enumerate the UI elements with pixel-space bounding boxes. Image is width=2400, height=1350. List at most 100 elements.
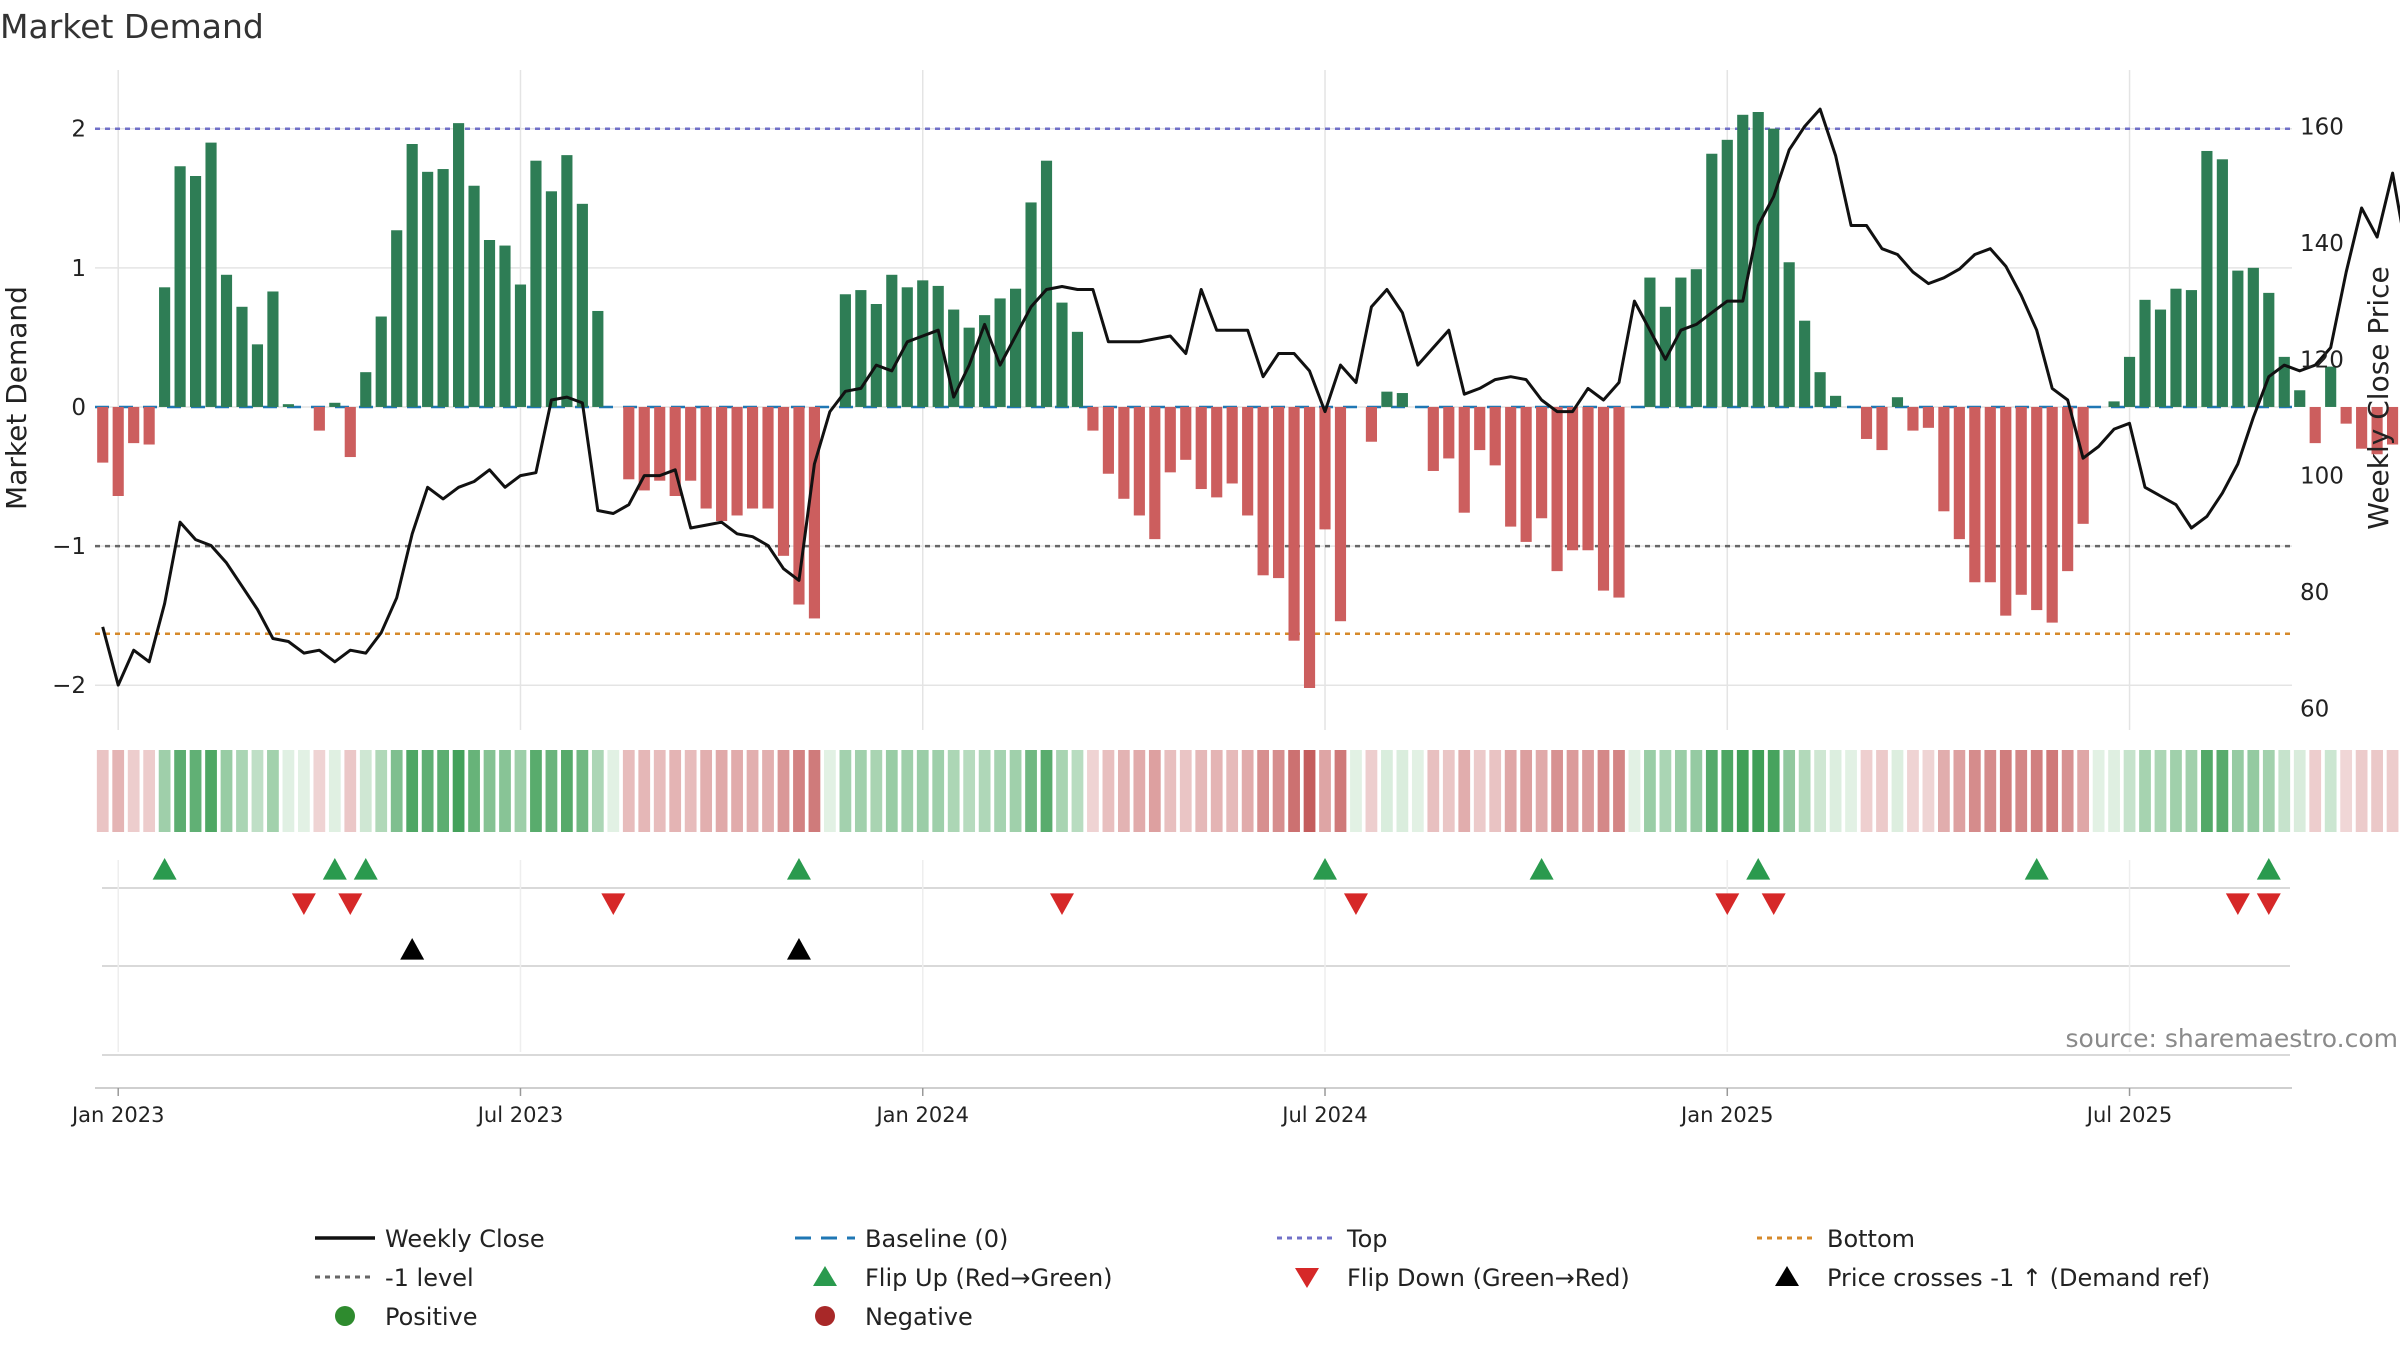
negative-demand-bar: [716, 406, 728, 522]
price-cross-marker: [400, 938, 425, 960]
left-tick-label: 2: [71, 117, 86, 143]
heat-strip-cell: [282, 750, 295, 832]
positive-demand-bar: [1381, 391, 1393, 407]
flip-down-marker: [1715, 893, 1740, 915]
positive-demand-bar: [2325, 366, 2337, 407]
heat-strip-cell: [452, 750, 465, 832]
legend-label: Top: [1346, 1225, 1388, 1253]
positive-demand-bar: [855, 290, 867, 407]
positive-demand-bar: [994, 298, 1006, 407]
heat-strip-cell: [1798, 750, 1811, 832]
negative-demand-bar: [1087, 406, 1099, 431]
weekly-close-line: [101, 107, 2400, 687]
negative-demand-bar: [1303, 406, 1316, 688]
positive-demand-bar: [2154, 309, 2167, 407]
flip-up-marker: [353, 858, 378, 880]
positive-demand-bar: [282, 404, 294, 407]
negative-demand-bar: [746, 406, 759, 509]
legend-item: Flip Up (Red→Green): [813, 1264, 1113, 1292]
positive-demand-bar: [2232, 270, 2244, 407]
heat-strip-cell: [545, 750, 558, 832]
heat-strip-cell: [1210, 750, 1223, 832]
positive-demand-bar: [979, 315, 991, 407]
legend-triangle-up-icon: [1775, 1266, 1799, 1286]
positive-demand-bar: [360, 372, 372, 407]
legend-label: Baseline (0): [865, 1225, 1008, 1253]
heat-strip-cell: [1489, 750, 1502, 832]
heat-strip-cell: [1783, 750, 1796, 832]
heat-strip-cell: [1551, 750, 1563, 832]
positive-demand-bar: [2170, 288, 2182, 407]
heat-strip-cell: [2216, 750, 2229, 832]
heat-strip-cell: [2139, 750, 2151, 832]
positive-demand-bar: [483, 240, 496, 407]
heat-strip-cell: [653, 750, 666, 832]
legend-triangle-up-icon: [813, 1266, 837, 1286]
flip-down-marker: [2225, 893, 2250, 915]
positive-demand-bar: [932, 285, 944, 407]
negative-demand-bar: [1427, 406, 1439, 471]
flip-up-marker: [2256, 858, 2281, 880]
negative-demand-bar: [1582, 406, 1594, 551]
heat-strip-cell: [1195, 750, 1208, 832]
positive-demand-bar: [251, 344, 264, 407]
heat-strip-cell: [313, 750, 326, 832]
left-axis-ticks: 2 1 0 −1 −2: [52, 117, 86, 700]
heat-strip-cell: [2340, 750, 2353, 832]
positive-demand-bar: [406, 144, 418, 407]
positive-demand-bar: [592, 310, 604, 407]
negative-demand-bar: [1211, 406, 1223, 498]
negative-demand-bar: [808, 406, 821, 619]
heat-strip-cell: [916, 750, 929, 832]
negative-demand-bar: [1443, 406, 1455, 459]
heat-strip-cell: [530, 750, 542, 832]
heat-strip-cell: [1520, 750, 1533, 832]
heat-strip-cell: [2092, 750, 2105, 832]
heat-strip-cell: [2201, 750, 2213, 832]
heat-strip-cell: [406, 750, 419, 832]
chart-title: Market Demand: [0, 7, 264, 46]
heat-strip-cell: [1148, 750, 1161, 832]
negative-demand-bar: [1489, 406, 1501, 466]
negative-demand-bar: [1938, 406, 1950, 512]
heat-strip-cell: [1272, 750, 1285, 832]
positive-demand-bar: [917, 280, 929, 407]
heat-strip-cell: [932, 750, 945, 832]
negative-demand-bar: [1133, 406, 1145, 516]
flip-down-marker: [601, 893, 626, 915]
positive-demand-bar: [437, 169, 449, 407]
heat-strip-cell: [2185, 750, 2198, 832]
negative-demand-bar: [2371, 406, 2383, 455]
positive-demand-bar: [1040, 160, 1053, 407]
negative-demand-bar: [1149, 406, 1161, 540]
negative-demand-bar: [654, 406, 666, 481]
positive-demand-bar: [2263, 292, 2275, 407]
heat-strip-cell: [731, 750, 743, 832]
right-tick-label: 120: [2300, 347, 2344, 373]
heat-strip-cell: [684, 750, 697, 832]
negative-demand-bar: [1365, 406, 1377, 442]
heat-strip-cell: [2231, 750, 2244, 832]
negative-demand-bar: [1969, 406, 1981, 583]
negative-demand-bar: [762, 406, 774, 509]
heat-strip-cell: [2170, 750, 2182, 832]
negative-demand-bar: [669, 406, 681, 496]
negative-demand-bar: [1536, 406, 1548, 519]
heat-strip-cell: [483, 750, 496, 832]
heat-strip-cell: [2371, 750, 2383, 832]
negative-demand-bar: [97, 406, 109, 463]
positive-demand-bar: [1768, 128, 1780, 407]
x-tick-label: Jan 2025: [1679, 1103, 1774, 1127]
positive-demand-bar: [391, 230, 403, 407]
heat-strip-cell: [1009, 750, 1022, 832]
x-tick-label: Jan 2023: [70, 1103, 165, 1127]
negative-demand-bar: [1102, 406, 1114, 474]
legend-item: -1 level: [315, 1264, 474, 1292]
heat-strip-cell: [1179, 750, 1192, 832]
heat-strip-cell: [1164, 750, 1177, 832]
positive-demand-bar: [1644, 277, 1656, 407]
heat-strip-cell: [715, 750, 728, 832]
legend-item: Bottom: [1757, 1225, 1915, 1253]
heat-strip-cell: [1442, 750, 1455, 832]
negative-demand-bar: [1876, 406, 1888, 451]
